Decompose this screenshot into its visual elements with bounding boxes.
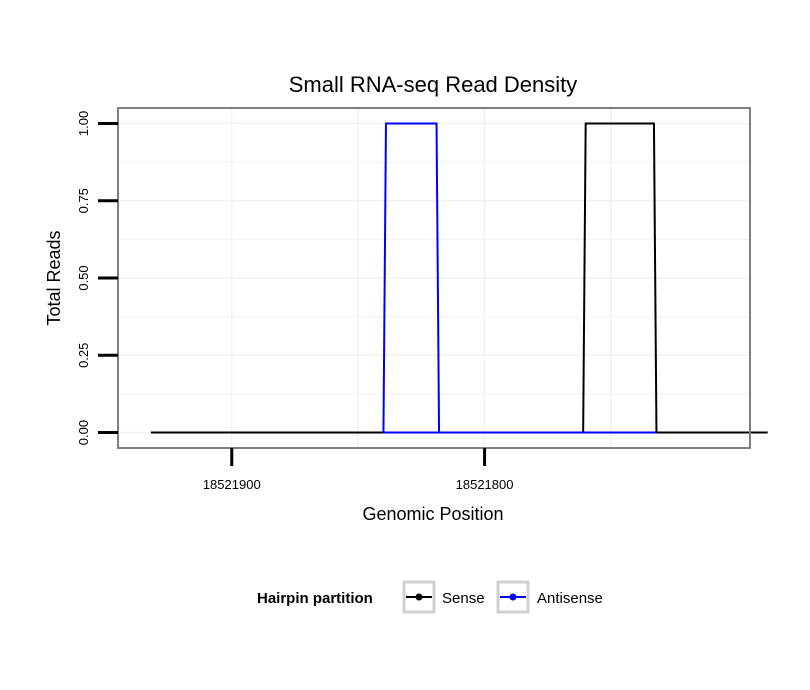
legend-label-antisense: Antisense <box>537 590 603 607</box>
chart-title: Small RNA-seq Read Density <box>289 72 578 97</box>
legend-point-sense <box>415 593 423 601</box>
legend-point-antisense <box>509 593 517 601</box>
x-tick-label: 18521800 <box>456 477 514 492</box>
x-axis-title: Genomic Position <box>362 504 503 524</box>
legend-item-sense: Sense <box>402 580 485 614</box>
y-tick-label: 0.00 <box>76 420 91 445</box>
x-axis: 18521900 18521800 <box>203 448 514 492</box>
legend: Hairpin partition Sense Antisense <box>257 580 603 614</box>
y-axis: 0.00 0.25 0.50 0.75 1.00 <box>76 111 118 445</box>
grid-lines <box>118 108 750 448</box>
y-axis-title: Total Reads <box>44 230 64 325</box>
y-tick-label: 0.25 <box>76 343 91 368</box>
legend-title: Hairpin partition <box>257 590 373 607</box>
y-tick-label: 1.00 <box>76 111 91 136</box>
series-line-antisense <box>382 122 657 434</box>
x-tick-label: 18521900 <box>203 477 261 492</box>
y-tick-label: 0.50 <box>76 265 91 290</box>
legend-label-sense: Sense <box>442 590 485 607</box>
y-tick-label: 0.75 <box>76 188 91 213</box>
series-group <box>150 122 768 434</box>
legend-item-antisense: Antisense <box>496 580 603 614</box>
